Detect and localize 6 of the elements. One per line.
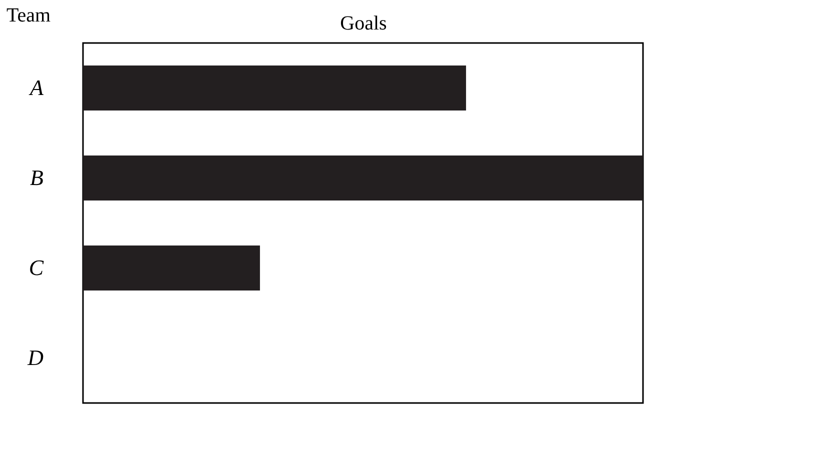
y-tick-label: D (26, 345, 44, 370)
y-tick-label: B (30, 165, 44, 190)
y-tick-label: C (28, 255, 44, 280)
y-tick-label: A (28, 75, 44, 100)
y-axis-title: Team (6, 4, 52, 26)
x-axis-title: Goals (340, 12, 388, 34)
